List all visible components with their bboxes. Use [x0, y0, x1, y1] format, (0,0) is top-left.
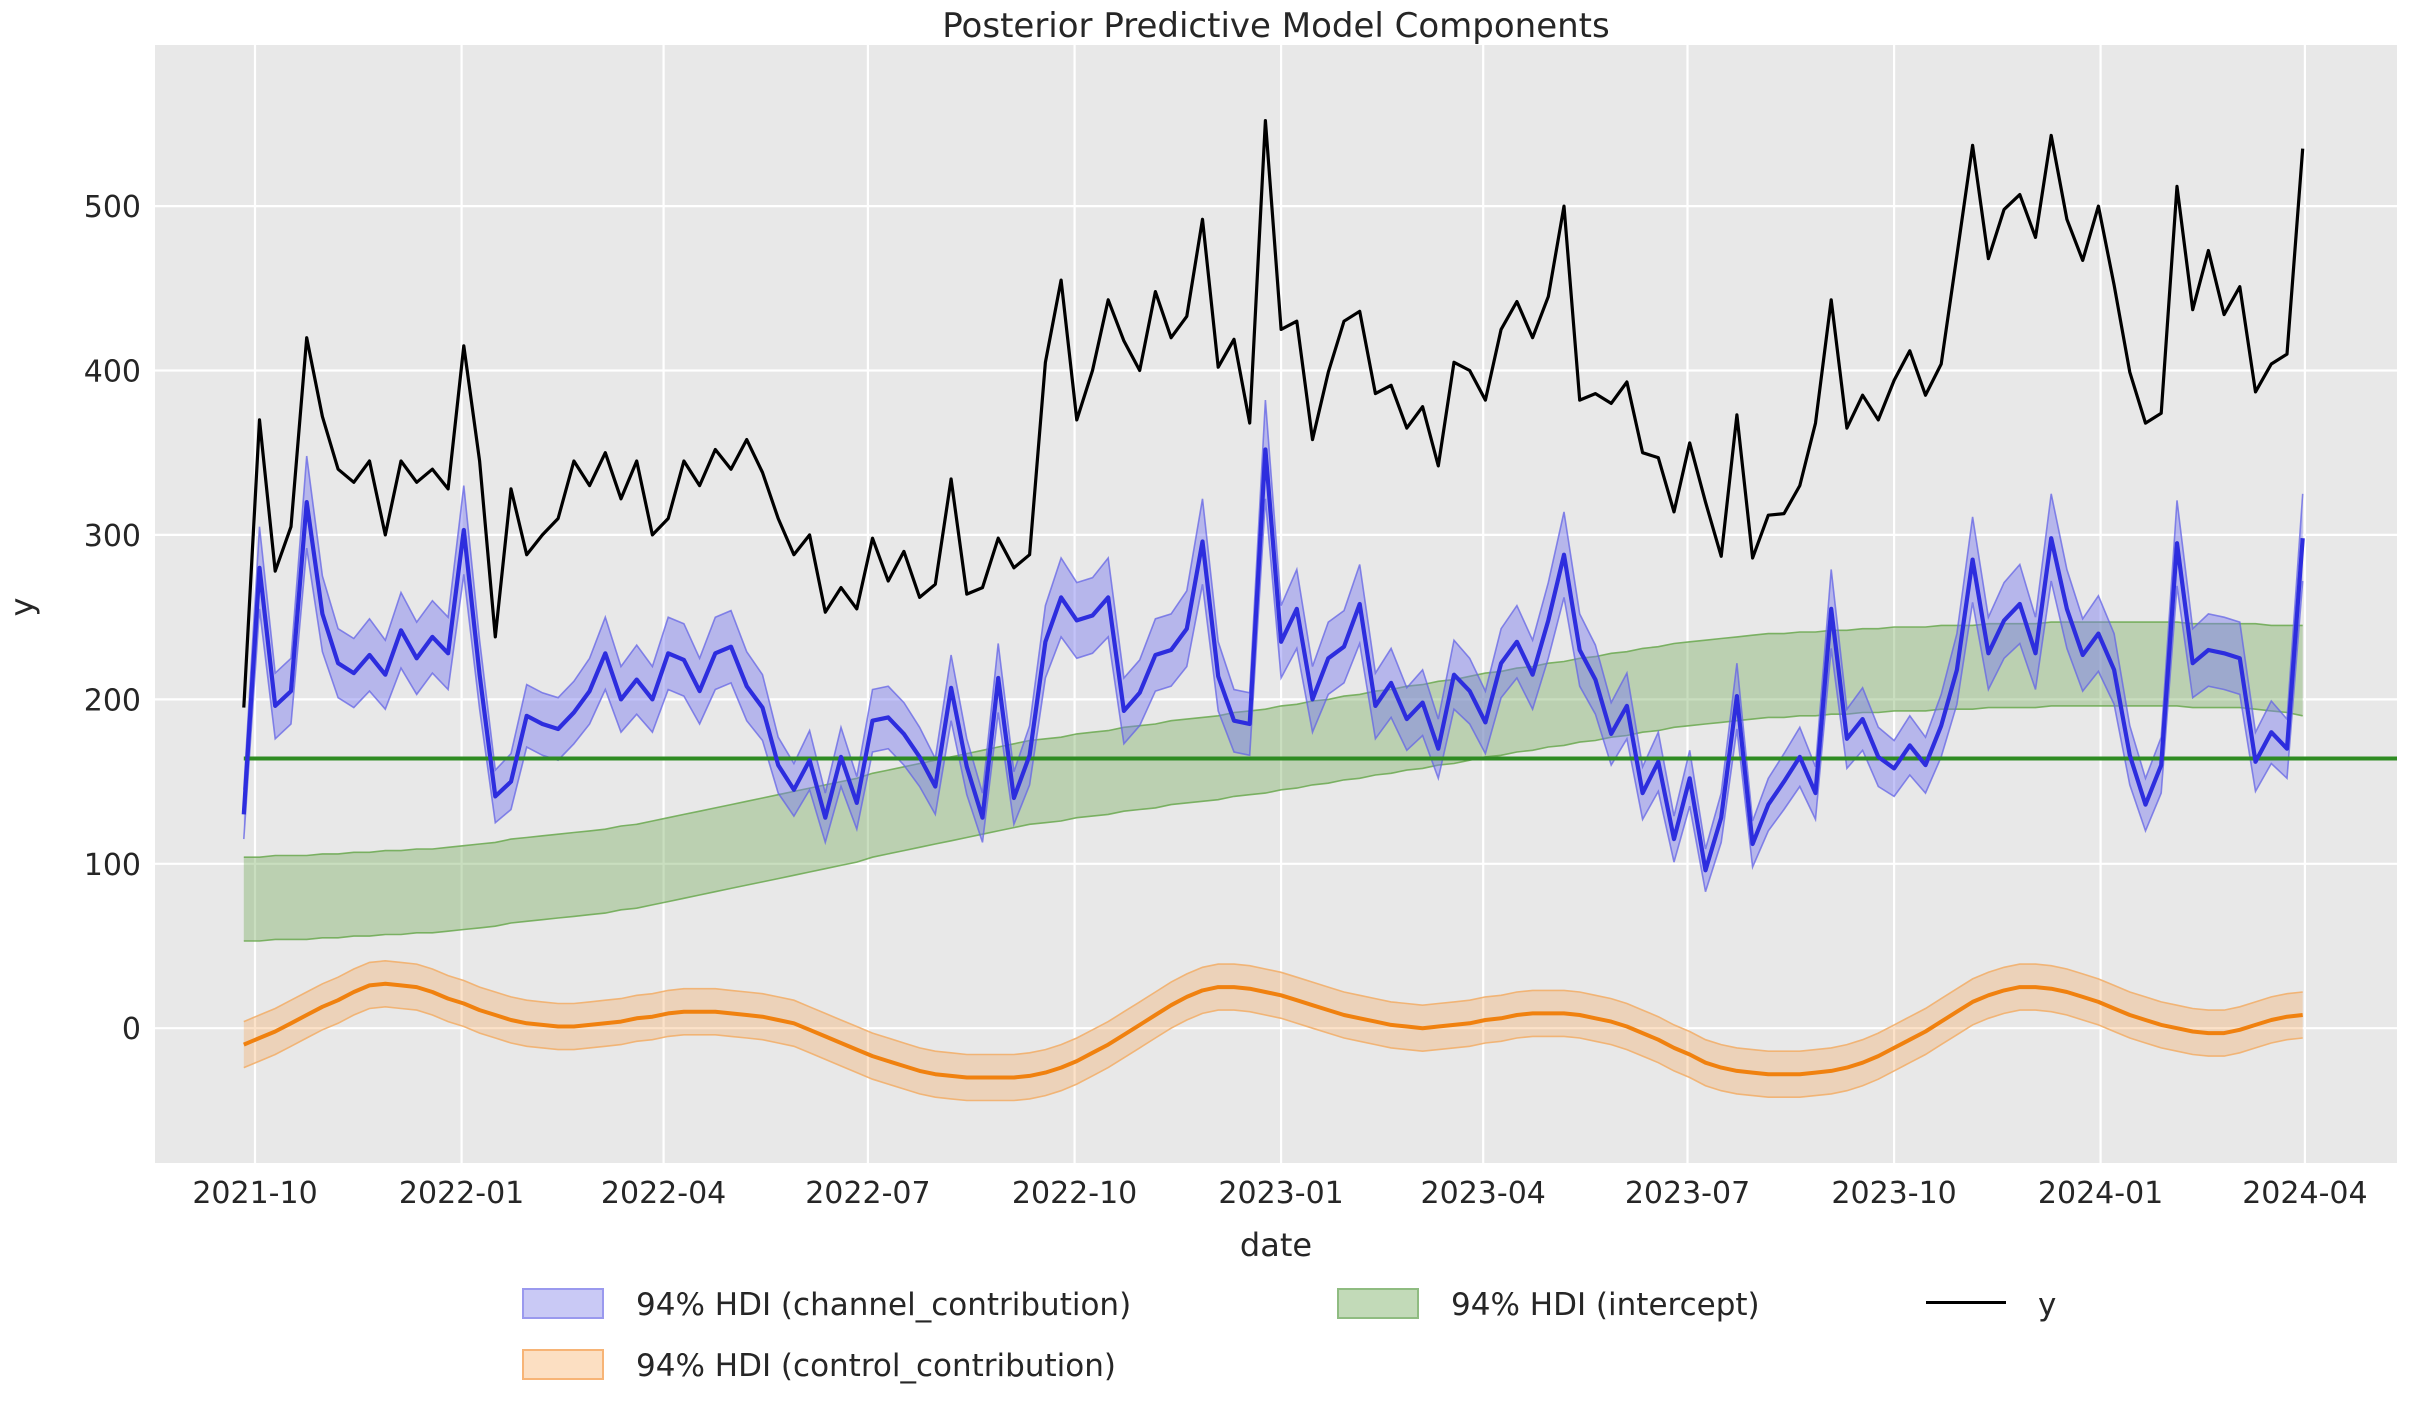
svg-text:2022-10: 2022-10 [1012, 1176, 1137, 1211]
legend-intercept-swatch [1337, 1288, 1419, 1319]
legend-control-swatch [522, 1349, 604, 1380]
intercept-hdi-upper-edge [243, 621, 2303, 859]
svg-text:500: 500 [84, 190, 141, 225]
svg-text:2022-04: 2022-04 [601, 1176, 726, 1211]
legend-y-line-swatch [1926, 1301, 2006, 1304]
intercept-hdi-lower-edge [243, 705, 2303, 942]
legend-intercept-label: 94% HDI (intercept) [1451, 1287, 1760, 1323]
control_contribution-hdi-lower-edge [243, 1005, 2303, 1102]
svg-text:100: 100 [84, 848, 141, 883]
legend-control-label: 94% HDI (control_contribution) [636, 1348, 1116, 1384]
svg-text:400: 400 [84, 355, 141, 390]
svg-text:2023-04: 2023-04 [1421, 1176, 1546, 1211]
channel_contribution-hdi-upper-edge [243, 400, 2304, 850]
x-tick-labels: 2021-10 2022-01 2022-04 2022-07 2022-10 2023-… [192, 1176, 2367, 1211]
svg-text:0: 0 [122, 1012, 141, 1047]
control_contribution-hdi-upper-edge [243, 959, 2303, 1056]
control_contribution-hdi-band [243, 960, 2303, 1101]
legend-channel-label: 94% HDI (channel_contribution) [636, 1287, 1132, 1323]
y-observed-line [242, 118, 2305, 708]
svg-text:2024-04: 2024-04 [2242, 1176, 2367, 1211]
intercept-hdi-band [243, 622, 2303, 941]
svg-text:2024-01: 2024-01 [2038, 1176, 2163, 1211]
legend-y-label: y [2038, 1287, 2057, 1323]
x-axis-label: date [1239, 1226, 1313, 1264]
control-contribution-mean-line [243, 981, 2303, 1080]
channel-contribution-mean-line [241, 447, 2305, 873]
svg-text:2023-10: 2023-10 [1831, 1176, 1956, 1211]
svg-text:300: 300 [84, 519, 141, 554]
svg-text:2022-07: 2022-07 [805, 1176, 930, 1211]
chart-title: Posterior Predictive Model Components [942, 6, 1610, 46]
y-tick-labels: 0 100 200 300 400 500 [84, 190, 141, 1047]
channel_contribution-hdi-band [243, 400, 2303, 892]
legend-channel-swatch [522, 1288, 604, 1319]
y-axis-label: y [3, 597, 41, 617]
svg-text:2021-10: 2021-10 [192, 1176, 317, 1211]
svg-text:2023-01: 2023-01 [1218, 1176, 1343, 1211]
svg-text:200: 200 [84, 683, 141, 718]
svg-text:2022-01: 2022-01 [399, 1176, 524, 1211]
svg-text:2023-07: 2023-07 [1625, 1176, 1750, 1211]
channel_contribution-hdi-lower-edge [243, 498, 2304, 892]
